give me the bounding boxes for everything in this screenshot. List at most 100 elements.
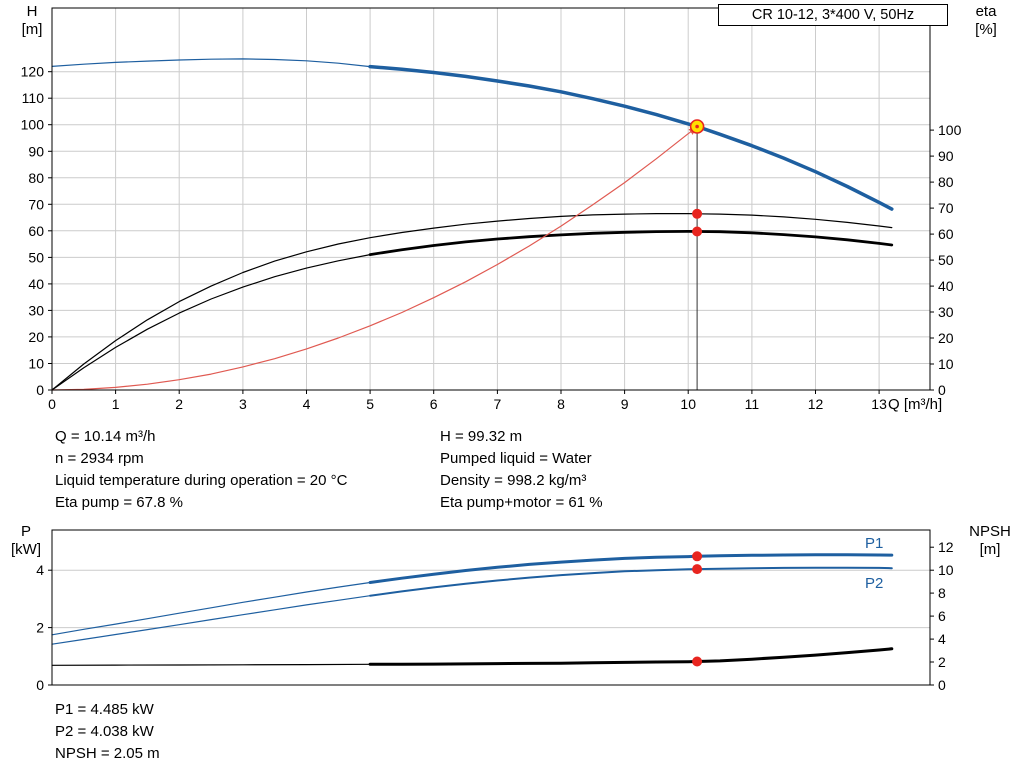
y-left-tick-label: 2 bbox=[36, 620, 44, 636]
y-left-tick-label: 4 bbox=[36, 562, 44, 578]
x-tick-label: 0 bbox=[48, 396, 56, 412]
p2-curve-label: P2 bbox=[865, 575, 884, 592]
power-npsh-chart: 0 2 4 0 2 4 6 8 10 12 bbox=[36, 529, 954, 693]
y-right-tick-label: 60 bbox=[938, 226, 954, 242]
y-left-tick-label: 120 bbox=[21, 64, 45, 80]
eta-pump-curve bbox=[51, 213, 893, 391]
info-flow: Q = 10.14 m³/h bbox=[55, 428, 156, 445]
y-right-tick-label: 4 bbox=[938, 631, 946, 647]
npsh-curve bbox=[368, 647, 894, 666]
npsh-duty-dot bbox=[692, 656, 703, 667]
axis-title-line: eta bbox=[975, 3, 997, 20]
axis-title-line: [%] bbox=[975, 21, 997, 38]
info-pumped-liquid: Pumped liquid = Water bbox=[440, 450, 592, 467]
y-right-tick-label: 0 bbox=[938, 382, 946, 398]
y-left-tick-label: 90 bbox=[28, 143, 44, 159]
eta-pump-motor-curve bbox=[368, 230, 894, 256]
x-tick-label: 10 bbox=[680, 396, 696, 412]
info-density: Density = 998.2 kg/m³ bbox=[440, 472, 587, 489]
x-tick-label: 6 bbox=[430, 396, 438, 412]
axis-title-line: [kW] bbox=[11, 541, 41, 558]
y-left-tick-label: 10 bbox=[28, 356, 44, 372]
axis-title-line: P bbox=[20, 523, 31, 540]
y-right-axis-title-npsh: NPSH [m] bbox=[962, 523, 1018, 559]
x-tick-label: 11 bbox=[745, 396, 760, 412]
axis-title-line: [m] bbox=[21, 21, 43, 38]
info-head: H = 99.32 m bbox=[440, 428, 523, 445]
y-left-tick-label: 70 bbox=[28, 196, 44, 212]
p2-curve-extended bbox=[51, 595, 371, 645]
y-right-tick-label: 100 bbox=[938, 122, 962, 138]
y-right-tick-label: 50 bbox=[938, 252, 954, 268]
info-speed: n = 2934 rpm bbox=[55, 450, 144, 467]
axis-title-line: [m] bbox=[979, 541, 1001, 558]
x-tick-label: 1 bbox=[112, 396, 120, 412]
y-left-tick-label: 80 bbox=[28, 170, 44, 186]
axis-title-line: H bbox=[26, 3, 38, 20]
y-left-tick-label: 100 bbox=[21, 117, 45, 133]
duty-info-right: H = 99.32 m Pumped liquid = Water Densit… bbox=[440, 426, 603, 514]
p1-curve-extended bbox=[51, 581, 371, 636]
y-right-tick-label: 10 bbox=[938, 562, 954, 578]
x-tick-label: 2 bbox=[175, 396, 183, 412]
x-tick-label: 5 bbox=[366, 396, 374, 412]
eta-pump-motor-duty-dot bbox=[692, 226, 703, 237]
x-axis-title-flow: Q [m³/h] bbox=[888, 396, 943, 413]
info-eta-pump: Eta pump = 67.8 % bbox=[55, 494, 183, 511]
info-p1: P1 = 4.485 kW bbox=[55, 701, 154, 718]
power-npsh-frame bbox=[51, 529, 931, 686]
y-right-tick-label: 12 bbox=[938, 539, 954, 555]
y-left-tick-label: 30 bbox=[28, 302, 44, 318]
y-left-tick-label: 0 bbox=[36, 382, 44, 398]
y-right-tick-label: 80 bbox=[938, 174, 954, 190]
y-right-tick-label: 8 bbox=[938, 585, 946, 601]
operating-point-center bbox=[695, 124, 699, 129]
head-efficiency-frame bbox=[51, 7, 931, 391]
x-tick-label: 9 bbox=[621, 396, 629, 412]
y-left-tick-label: 0 bbox=[36, 677, 44, 693]
hq-curve-extended bbox=[51, 58, 371, 68]
y-right-tick-label: 30 bbox=[938, 304, 954, 320]
y-right-tick-label: 90 bbox=[938, 148, 954, 164]
eta-pump-duty-dot bbox=[692, 208, 703, 219]
info-p2: P2 = 4.038 kW bbox=[55, 723, 154, 740]
head-efficiency-chart: 0 1 2 3 4 5 6 7 8 9 10 11 12 130102030405060708090100… bbox=[21, 7, 962, 412]
x-tick-label: 13 bbox=[871, 396, 887, 412]
duty-info-left: Q = 10.14 m³/h n = 2934 rpm Liquid tempe… bbox=[55, 426, 347, 514]
duty-info-bottom: P1 = 4.485 kW P2 = 4.038 kW NPSH = 2.05 … bbox=[55, 699, 160, 765]
x-tick-label: 8 bbox=[557, 396, 565, 412]
pump-title-box: CR 10-12, 3*400 V, 50Hz bbox=[718, 4, 948, 26]
y-right-tick-label: 70 bbox=[938, 200, 954, 216]
p1-curve-label: P1 bbox=[865, 535, 884, 552]
p1-duty-dot bbox=[692, 551, 703, 562]
y-right-axis-title-eta: eta [%] bbox=[964, 3, 1008, 39]
info-liquid-temperature: Liquid temperature during operation = 20… bbox=[55, 472, 348, 489]
y-right-tick-label: 6 bbox=[938, 608, 946, 624]
npsh-curve-extended bbox=[51, 663, 371, 666]
hq-curve bbox=[368, 64, 894, 211]
y-right-tick-label: 40 bbox=[938, 278, 954, 294]
y-left-tick-label: 60 bbox=[28, 223, 44, 239]
system-curve bbox=[51, 127, 697, 391]
info-eta-pump-motor: Eta pump+motor = 61 % bbox=[440, 494, 603, 511]
axis-title-line: NPSH bbox=[969, 523, 1011, 540]
info-npsh: NPSH = 2.05 m bbox=[55, 745, 160, 762]
y-left-axis-title-power: P [kW] bbox=[4, 523, 48, 559]
y-left-tick-label: 50 bbox=[28, 249, 44, 265]
p1-curve bbox=[368, 553, 894, 584]
eta-pump-motor-curve-extended bbox=[51, 254, 371, 391]
y-left-axis-title-head: H [m] bbox=[12, 3, 52, 39]
p2-duty-dot bbox=[692, 564, 703, 575]
x-tick-label: 12 bbox=[808, 396, 824, 412]
p2-curve bbox=[369, 566, 893, 597]
x-tick-label: 4 bbox=[303, 396, 311, 412]
x-tick-label: 3 bbox=[239, 396, 247, 412]
y-right-tick-label: 2 bbox=[938, 654, 946, 670]
x-tick-label: 7 bbox=[494, 396, 502, 412]
y-left-tick-label: 20 bbox=[28, 329, 44, 345]
y-right-tick-label: 20 bbox=[938, 330, 954, 346]
y-right-tick-label: 0 bbox=[938, 677, 946, 693]
y-right-tick-label: 10 bbox=[938, 356, 954, 372]
